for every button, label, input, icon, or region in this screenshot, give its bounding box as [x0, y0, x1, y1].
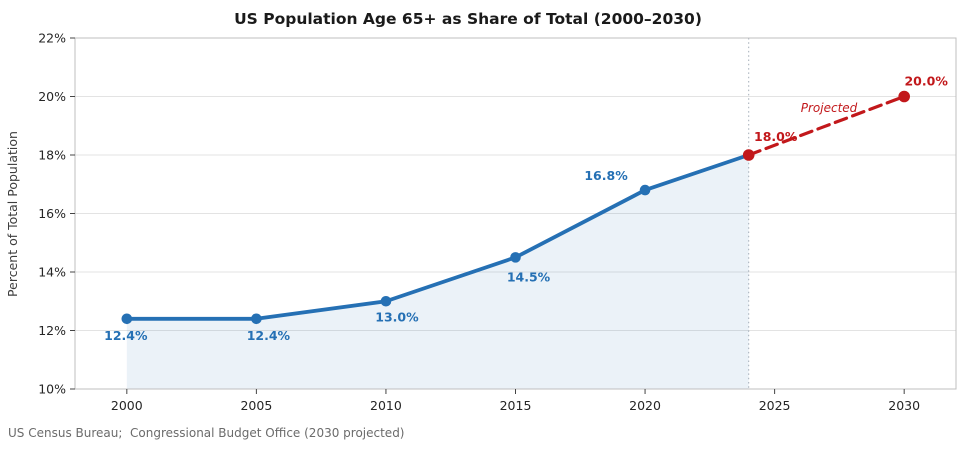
historical-line [124, 153, 751, 321]
historical-data-point [380, 295, 392, 307]
historical-data-point [510, 252, 521, 263]
x-tick-label: 2000 [111, 398, 143, 413]
y-tick-label: 14% [38, 265, 66, 280]
projected-point-label: 18.0% [754, 129, 798, 144]
historical-data-point [639, 184, 651, 196]
historical-point-label: 16.8% [584, 168, 628, 183]
y-tick-label: 22% [38, 31, 66, 46]
x-tick-label: 2015 [500, 398, 532, 413]
projected-data-point [898, 90, 910, 103]
y-tick-label: 10% [38, 382, 66, 397]
y-tick-label: 20% [38, 89, 66, 104]
x-tick-label: 2020 [629, 398, 661, 413]
x-tick-label: 2025 [759, 398, 791, 413]
historical-data-point [121, 313, 133, 325]
projected-data-point [742, 149, 755, 161]
y-tick-label: 18% [38, 148, 66, 163]
area-fill [126, 155, 749, 389]
historical-point-label: 14.5% [507, 269, 551, 284]
chart-title: US Population Age 65+ as Share of Total … [234, 10, 702, 28]
x-tick-label: 2030 [888, 398, 920, 413]
projected-line [747, 94, 906, 157]
historical-point-label: 13.0% [375, 309, 419, 324]
source-note: US Census Bureau; Congressional Budget O… [8, 426, 405, 440]
historical-point-label: 12.4% [104, 328, 148, 343]
y-tick-label: 12% [38, 323, 66, 338]
x-tick-label: 2010 [370, 398, 402, 413]
y-axis-label: Percent of Total Population [5, 131, 20, 297]
historical-point-label: 12.4% [247, 328, 291, 343]
historical-data-point [251, 313, 262, 325]
y-tick-label: 16% [38, 206, 66, 221]
projected-annotation: Projected [801, 101, 858, 115]
x-tick-label: 2005 [240, 398, 272, 413]
plot-area: 10% 12% 14% 16% 18% 20% 22% 2000 2005 2010 2015 202… [38, 31, 957, 413]
projected-point-label: 20.0% [904, 74, 948, 89]
